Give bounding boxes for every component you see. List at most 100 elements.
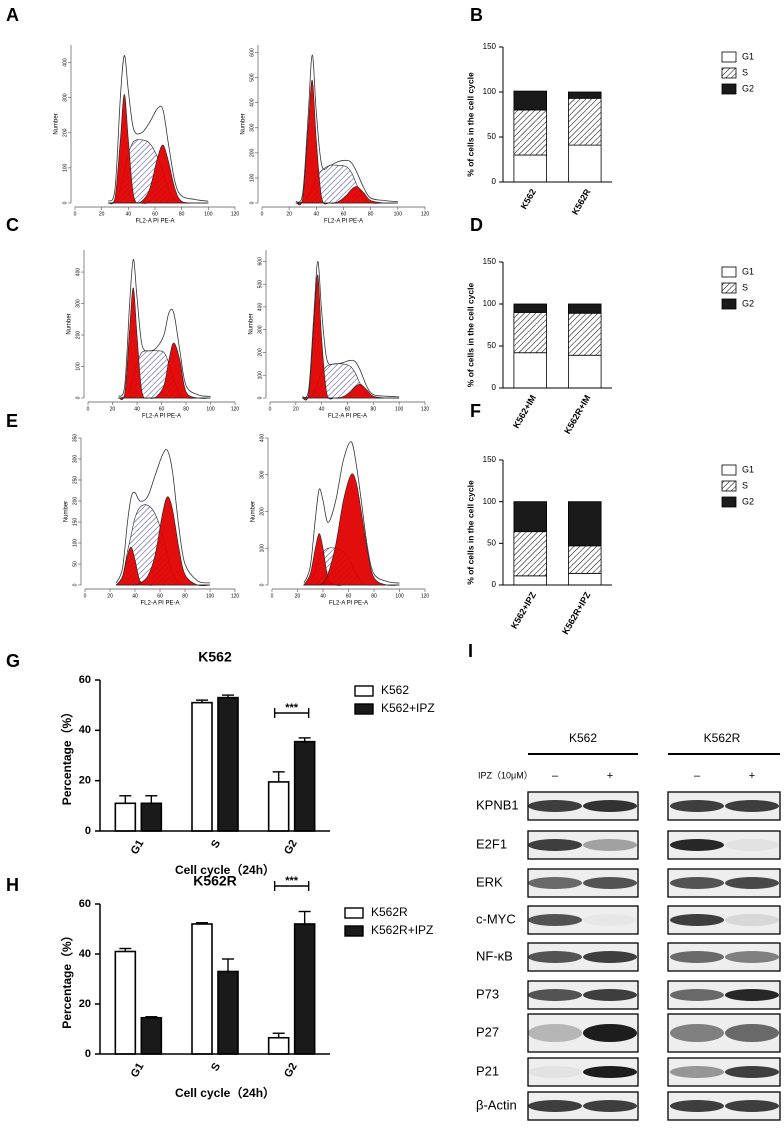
bar xyxy=(217,696,239,832)
y-tick-label: 50 xyxy=(487,132,496,141)
x-tick-label: 60 xyxy=(152,211,158,217)
y-tick-label: 100 xyxy=(483,299,497,308)
blot-band xyxy=(528,877,582,889)
y-axis-label: Number xyxy=(54,113,60,134)
y-tick-label: 200 xyxy=(75,331,81,340)
chart-title: K562R xyxy=(193,873,237,889)
x-tick-label: G1 xyxy=(129,1061,147,1080)
bar-segment xyxy=(568,354,602,389)
significance-label: *** xyxy=(285,875,299,887)
x-tick-label: K562 xyxy=(519,187,538,211)
y-tick-label: 150 xyxy=(483,455,497,464)
y-tick-label: 200 xyxy=(259,507,265,516)
legend-swatch xyxy=(354,703,374,715)
blot-band xyxy=(583,1066,637,1078)
histogram-line xyxy=(118,259,211,397)
bar xyxy=(140,802,163,832)
x-tick-label: 80 xyxy=(371,406,377,412)
bar-segment xyxy=(568,303,602,314)
x-tick-label: 60 xyxy=(341,211,347,217)
y-tick-label: 200 xyxy=(249,148,255,157)
y-tick-label: 100 xyxy=(483,497,497,506)
legend-label: G2 xyxy=(742,496,754,506)
histogram-line xyxy=(303,441,400,584)
blot-band xyxy=(528,1100,582,1112)
blot-band xyxy=(670,914,724,926)
x-axis-label: FL2-A PI PE-A xyxy=(329,601,368,607)
y-tick-label: 50 xyxy=(487,341,496,350)
legend-swatch xyxy=(344,925,364,937)
y-tick-label: 0 xyxy=(72,583,78,586)
x-tick-label: 120 xyxy=(231,593,240,599)
legend-swatch xyxy=(344,907,364,919)
x-tick-label: S xyxy=(209,1061,223,1073)
blot-band xyxy=(725,1100,779,1112)
y-tick-label: 100 xyxy=(257,371,263,380)
panel-label: B xyxy=(470,5,483,25)
x-axis-label: FL2-A PI PE-A xyxy=(328,414,367,420)
legend-label: G2 xyxy=(742,83,754,93)
blot-band xyxy=(583,951,637,963)
legend-swatch xyxy=(721,51,737,63)
blot-band xyxy=(583,800,637,812)
y-tick-label: 40 xyxy=(79,724,91,736)
phase-area xyxy=(303,473,400,586)
bar-segment xyxy=(568,501,602,547)
y-tick-label: 60 xyxy=(79,898,91,910)
y-tick-label: 200 xyxy=(257,348,263,357)
histogram-line xyxy=(295,54,398,203)
legend-swatch xyxy=(721,266,737,278)
y-tick-label: 250 xyxy=(72,476,78,485)
y-axis-label: Number xyxy=(241,113,247,134)
legend-label: K562+IPZ xyxy=(381,701,435,715)
panel-label: D xyxy=(470,215,483,235)
blot-band xyxy=(670,951,724,963)
blot-band xyxy=(725,1066,779,1078)
x-tick-label: 0 xyxy=(74,211,77,217)
y-tick-label: 300 xyxy=(259,470,265,479)
blot-band xyxy=(583,914,637,926)
blot-band xyxy=(725,914,779,926)
y-tick-label: 300 xyxy=(257,325,263,334)
condition-label: – xyxy=(694,770,701,782)
treatment-label: IPZ（10μM） xyxy=(478,770,533,780)
x-axis-label: Cell cycle（24h） xyxy=(175,862,275,877)
blot-band xyxy=(670,1100,724,1112)
legend-label: S xyxy=(742,67,748,77)
blot-band xyxy=(670,800,724,812)
blot-band xyxy=(725,839,779,851)
panel-label: C xyxy=(6,215,19,235)
legend-swatch xyxy=(721,67,737,79)
x-tick-label: 120 xyxy=(231,406,240,412)
y-tick-label: 400 xyxy=(257,303,263,312)
y-tick-label: 400 xyxy=(249,98,255,107)
legend-swatch xyxy=(721,282,737,294)
y-axis-label: Number xyxy=(64,501,70,522)
protein-label: P73 xyxy=(476,986,499,1001)
legend-label: G1 xyxy=(742,266,754,276)
phase-area xyxy=(108,144,209,204)
protein-label: ERK xyxy=(476,874,503,889)
y-tick-label: 150 xyxy=(483,42,497,51)
blot-band xyxy=(528,914,582,926)
x-tick-label: 20 xyxy=(286,211,292,217)
y-tick-label: 0 xyxy=(249,201,255,204)
bar-segment xyxy=(568,144,602,183)
x-tick-label: 20 xyxy=(293,406,299,412)
histogram-line xyxy=(115,449,211,584)
blot-group-label: K562R xyxy=(704,731,741,745)
blot-band xyxy=(583,1024,637,1042)
legend-label: K562R xyxy=(371,905,408,919)
bar-segment xyxy=(513,90,548,111)
y-axis-label: % of cells in the cell cycle xyxy=(465,72,475,177)
bar xyxy=(140,1016,163,1055)
histogram-line xyxy=(107,55,209,202)
y-tick-label: 0 xyxy=(257,396,263,399)
protein-label: P27 xyxy=(476,1024,499,1039)
bar-segment xyxy=(568,91,602,99)
x-tick-label: 80 xyxy=(179,211,185,217)
x-tick-label: 0 xyxy=(271,593,274,599)
bar-segment xyxy=(513,352,548,389)
x-tick-label: 0 xyxy=(84,593,87,599)
blot-band xyxy=(670,839,724,851)
